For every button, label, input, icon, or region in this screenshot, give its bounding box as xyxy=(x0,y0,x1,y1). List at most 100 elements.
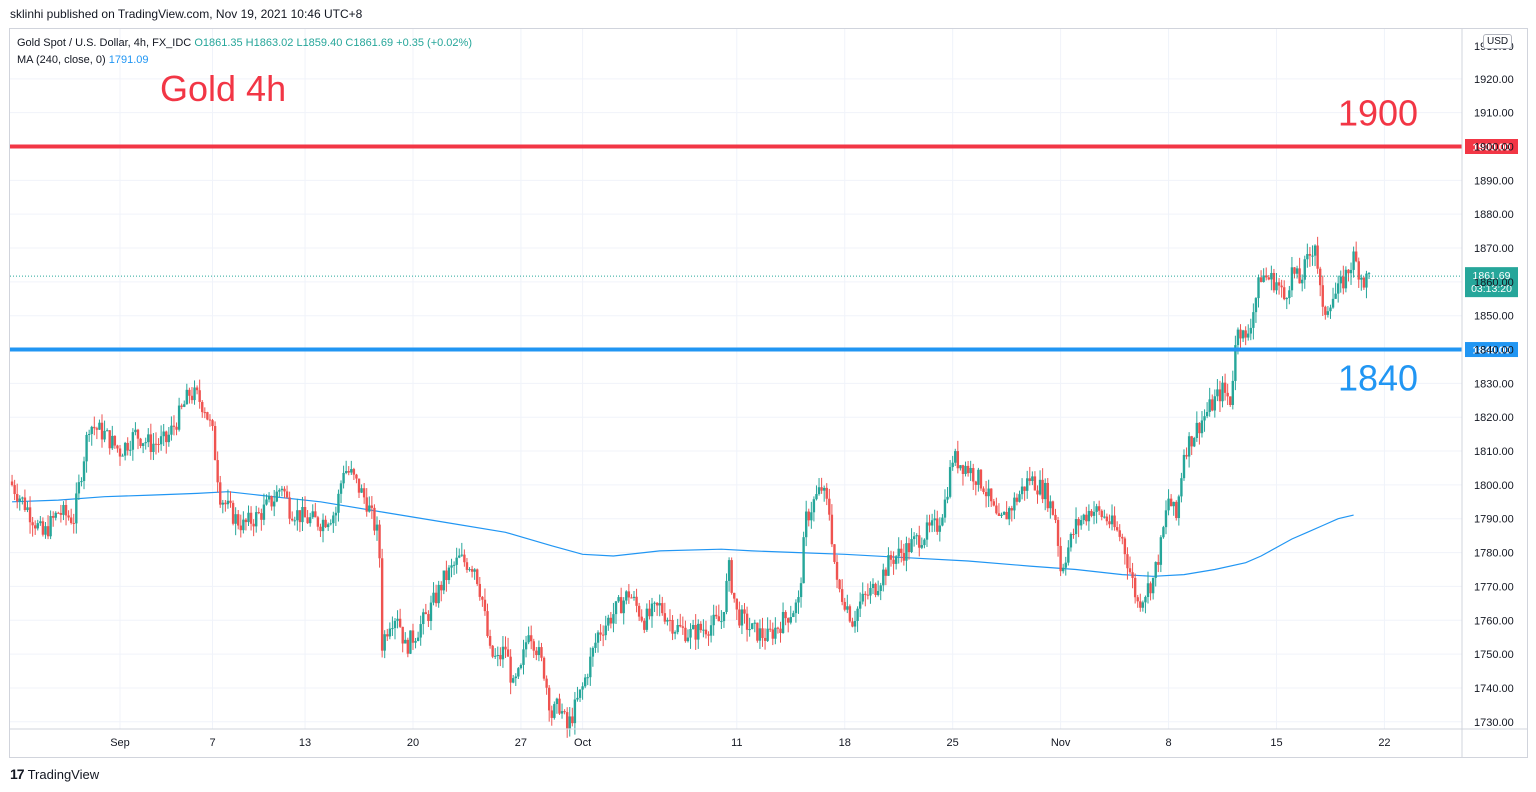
candle-body xyxy=(840,589,844,602)
x-tick-label: 7 xyxy=(209,737,215,749)
candle-body xyxy=(275,491,278,502)
candle-body xyxy=(411,630,415,643)
x-tick-label: 11 xyxy=(731,737,742,749)
candle-body xyxy=(550,710,553,718)
candle-body xyxy=(727,560,731,581)
candle-body xyxy=(1306,254,1309,260)
candle-body xyxy=(1321,285,1324,307)
candle-body xyxy=(1149,583,1152,594)
candle-body xyxy=(802,537,805,584)
candle-body xyxy=(959,465,962,469)
x-tick-label: 8 xyxy=(1165,737,1171,749)
candle-body xyxy=(1357,261,1360,280)
y-tick-label: 1900.00 xyxy=(1474,142,1514,154)
candle-body xyxy=(828,498,831,515)
candle-body xyxy=(1285,298,1288,300)
candle-body xyxy=(753,622,756,624)
candle-body xyxy=(915,535,918,537)
candle-body xyxy=(735,598,738,610)
candle-body xyxy=(781,612,785,633)
candle-body xyxy=(532,641,535,651)
candle-body xyxy=(787,618,790,623)
candle-body xyxy=(324,519,327,528)
candle-body xyxy=(740,609,744,626)
candle-body xyxy=(1105,516,1109,522)
x-tick-label: 20 xyxy=(407,737,419,749)
candle-body xyxy=(771,629,774,639)
candle-body xyxy=(673,632,677,634)
candle-body xyxy=(1108,521,1111,525)
candle-body xyxy=(517,668,520,677)
candle-body xyxy=(13,485,16,495)
candle-body xyxy=(619,597,623,614)
candle-body xyxy=(979,469,983,489)
candle-body xyxy=(1151,577,1155,594)
candle-body xyxy=(452,564,456,566)
candle-body xyxy=(391,628,394,630)
candle-body xyxy=(463,554,466,563)
candle-body xyxy=(1118,530,1121,537)
candle-body xyxy=(113,435,117,446)
candle-body xyxy=(136,429,140,439)
candle-body xyxy=(283,488,286,492)
candle-body xyxy=(1146,583,1150,598)
candle-body xyxy=(1249,327,1252,334)
candle-body xyxy=(871,583,875,588)
legend-symbol-row: Gold Spot / U.S. Dollar, 4h, FX_IDC O186… xyxy=(17,35,472,52)
candle-body xyxy=(992,501,995,506)
candle-body xyxy=(1226,392,1229,397)
candle-body xyxy=(409,630,412,654)
candle-body xyxy=(936,518,939,532)
candle-body xyxy=(206,412,209,420)
candle-body xyxy=(717,616,721,622)
candle-body xyxy=(190,395,194,401)
candle-body xyxy=(599,632,602,635)
candle-body xyxy=(614,601,618,615)
candle-body xyxy=(930,520,934,526)
candle-body xyxy=(481,596,484,600)
candle-body xyxy=(134,429,137,433)
candle-body xyxy=(293,520,296,522)
candle-body xyxy=(249,512,253,524)
brand-name: TradingView xyxy=(27,766,100,782)
x-tick-label: Oct xyxy=(574,737,591,749)
candle-body xyxy=(1177,496,1181,519)
candle-body xyxy=(1061,567,1065,572)
currency-button[interactable]: USD xyxy=(1483,34,1513,49)
candle-body xyxy=(560,711,564,714)
legend-ma-label: MA (240, close, 0) xyxy=(17,54,106,66)
candle-body xyxy=(147,434,150,443)
level-axis-badge-1840 xyxy=(1465,342,1518,358)
candle-body xyxy=(825,487,828,499)
candle-body xyxy=(730,560,733,593)
candle-body xyxy=(887,555,890,576)
candle-body xyxy=(676,624,679,633)
candle-body xyxy=(946,496,949,500)
candle-body xyxy=(1159,537,1163,565)
candle-body xyxy=(231,502,235,524)
candle-body xyxy=(892,559,895,564)
candle-body xyxy=(1064,562,1067,568)
candle-body xyxy=(1342,276,1345,289)
candle-body xyxy=(751,623,754,630)
candle-body xyxy=(244,519,248,523)
candle-body xyxy=(1218,389,1222,402)
candle-body xyxy=(93,426,96,429)
candle-body xyxy=(709,625,713,636)
y-tick-label: 1910.00 xyxy=(1474,108,1514,120)
candle-body xyxy=(265,499,268,505)
candle-body xyxy=(912,536,916,540)
candle-body xyxy=(943,499,947,518)
candle-body xyxy=(900,548,903,553)
candle-body xyxy=(21,497,24,499)
candle-body xyxy=(1141,602,1145,608)
candle-body xyxy=(167,434,171,443)
candle-body xyxy=(1367,273,1371,275)
candle-body xyxy=(303,507,307,518)
candle-body xyxy=(509,656,512,683)
level-annotation-1900: 1900 xyxy=(1338,93,1418,134)
candle-body xyxy=(44,526,47,535)
candle-body xyxy=(473,569,476,572)
candle-body xyxy=(997,513,1001,516)
